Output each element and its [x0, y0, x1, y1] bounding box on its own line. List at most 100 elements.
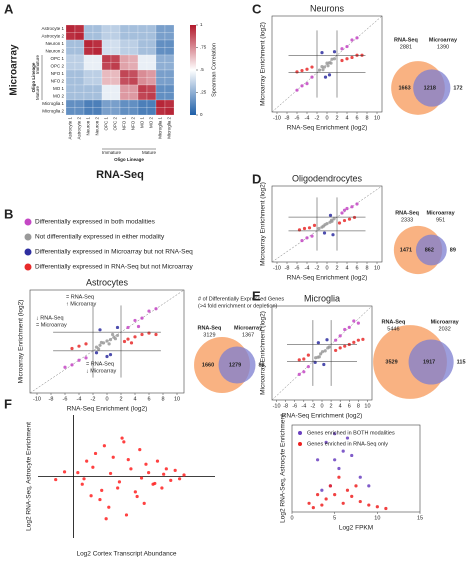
point	[302, 370, 306, 374]
point	[305, 82, 309, 86]
point	[384, 506, 388, 511]
heatmap-cell	[128, 39, 139, 48]
heatmap-cell	[92, 24, 103, 33]
x-tick-label: 10	[174, 396, 180, 402]
heatmap-cell	[101, 54, 112, 63]
heatmap-cell	[137, 69, 148, 78]
point	[322, 231, 327, 235]
x-tick-label: 0	[320, 403, 323, 409]
column-label: Neuron 1	[86, 117, 91, 136]
heatmap-cell	[128, 32, 139, 41]
heatmap-cell	[155, 69, 166, 78]
point	[126, 337, 130, 341]
heatmap-cell	[146, 39, 157, 48]
venn-total: 951	[436, 217, 445, 223]
colorbar-label: Spearman Correlation	[211, 43, 217, 97]
point	[111, 332, 115, 337]
venn-count: 1660	[202, 362, 214, 368]
point	[115, 325, 120, 330]
point	[108, 471, 113, 476]
heatmap-cell	[146, 92, 157, 101]
heatmap-cell	[65, 24, 76, 33]
point	[358, 475, 362, 479]
point	[122, 339, 127, 344]
x-tick-label: 5	[333, 515, 336, 521]
point	[84, 342, 88, 346]
heatmap-cell	[83, 77, 94, 86]
heatmap-cell	[101, 92, 112, 101]
point	[154, 332, 158, 337]
point	[313, 360, 317, 364]
heatmap-cell	[101, 39, 112, 48]
heatmap-cell	[128, 24, 139, 33]
point	[333, 458, 337, 462]
point	[361, 337, 365, 341]
x-tick-label: -10	[273, 403, 281, 409]
point	[352, 319, 356, 323]
venn-circle	[413, 69, 451, 107]
point	[331, 233, 335, 237]
x-tick-label: 0	[290, 515, 293, 521]
annotation: = RNA-Seq	[66, 294, 94, 300]
heatmap-cell	[92, 92, 103, 101]
point	[136, 324, 141, 329]
point	[332, 50, 337, 54]
point	[89, 494, 93, 498]
group-label: Oligo Lineage	[31, 62, 36, 92]
point	[91, 465, 95, 469]
x-tick-label: 8	[365, 115, 368, 121]
point	[316, 341, 320, 345]
point	[345, 206, 349, 211]
y-axis-label: Microarray Enrichment (log2)	[260, 182, 267, 266]
heatmap-cell	[74, 47, 85, 56]
point	[327, 345, 331, 349]
heatmap-cell	[92, 69, 103, 78]
point	[355, 202, 359, 206]
point	[93, 451, 98, 456]
heatmap-cell	[65, 54, 76, 63]
x-tick-label: -6	[295, 265, 300, 271]
x-tick-label: -2	[310, 403, 315, 409]
point	[102, 444, 106, 448]
heatmap-cell	[101, 107, 112, 116]
heatmap-cell	[164, 84, 175, 93]
point	[70, 346, 74, 351]
annotation: ↓ RNA-Seq	[36, 315, 64, 321]
x-tick-label: 4	[345, 265, 348, 271]
x-axis-label: RNA-Seq Enrichment (log2)	[282, 413, 363, 420]
venn-label: Microarray	[429, 37, 458, 43]
panel-label: E	[252, 288, 261, 303]
venn-label: RNA-Seq	[197, 325, 221, 331]
point	[338, 346, 342, 350]
x-tick-label: 6	[147, 396, 150, 402]
venn-label: Microarray	[431, 319, 460, 325]
point	[306, 353, 310, 357]
point	[358, 499, 362, 504]
heatmap-cell	[146, 84, 157, 93]
heatmap-cell	[137, 99, 148, 108]
point	[350, 494, 354, 498]
heatmap-cell	[137, 32, 148, 41]
point	[317, 68, 322, 72]
point	[160, 486, 164, 490]
x-axis-label: RNA-Seq Enrichment (log2)	[287, 125, 368, 132]
x-tick-label: -4	[301, 403, 306, 409]
point	[84, 356, 88, 360]
point	[300, 68, 304, 73]
point	[320, 503, 324, 507]
heatmap-cell	[101, 32, 112, 41]
heatmap-cell	[128, 107, 139, 116]
heatmap-cell	[155, 77, 166, 86]
point	[98, 343, 102, 347]
venn-total: 3129	[203, 332, 215, 338]
heatmap-cell	[92, 77, 103, 86]
point	[333, 432, 337, 436]
x-axis-label: RNA-Seq	[96, 169, 144, 181]
point	[337, 221, 342, 225]
heatmap-cell	[83, 107, 94, 116]
heatmap-cell	[110, 39, 121, 48]
heatmap-cell	[146, 99, 157, 108]
venn-label: Microarray	[234, 325, 263, 331]
point	[126, 457, 130, 462]
heatmap-cell	[146, 62, 157, 71]
